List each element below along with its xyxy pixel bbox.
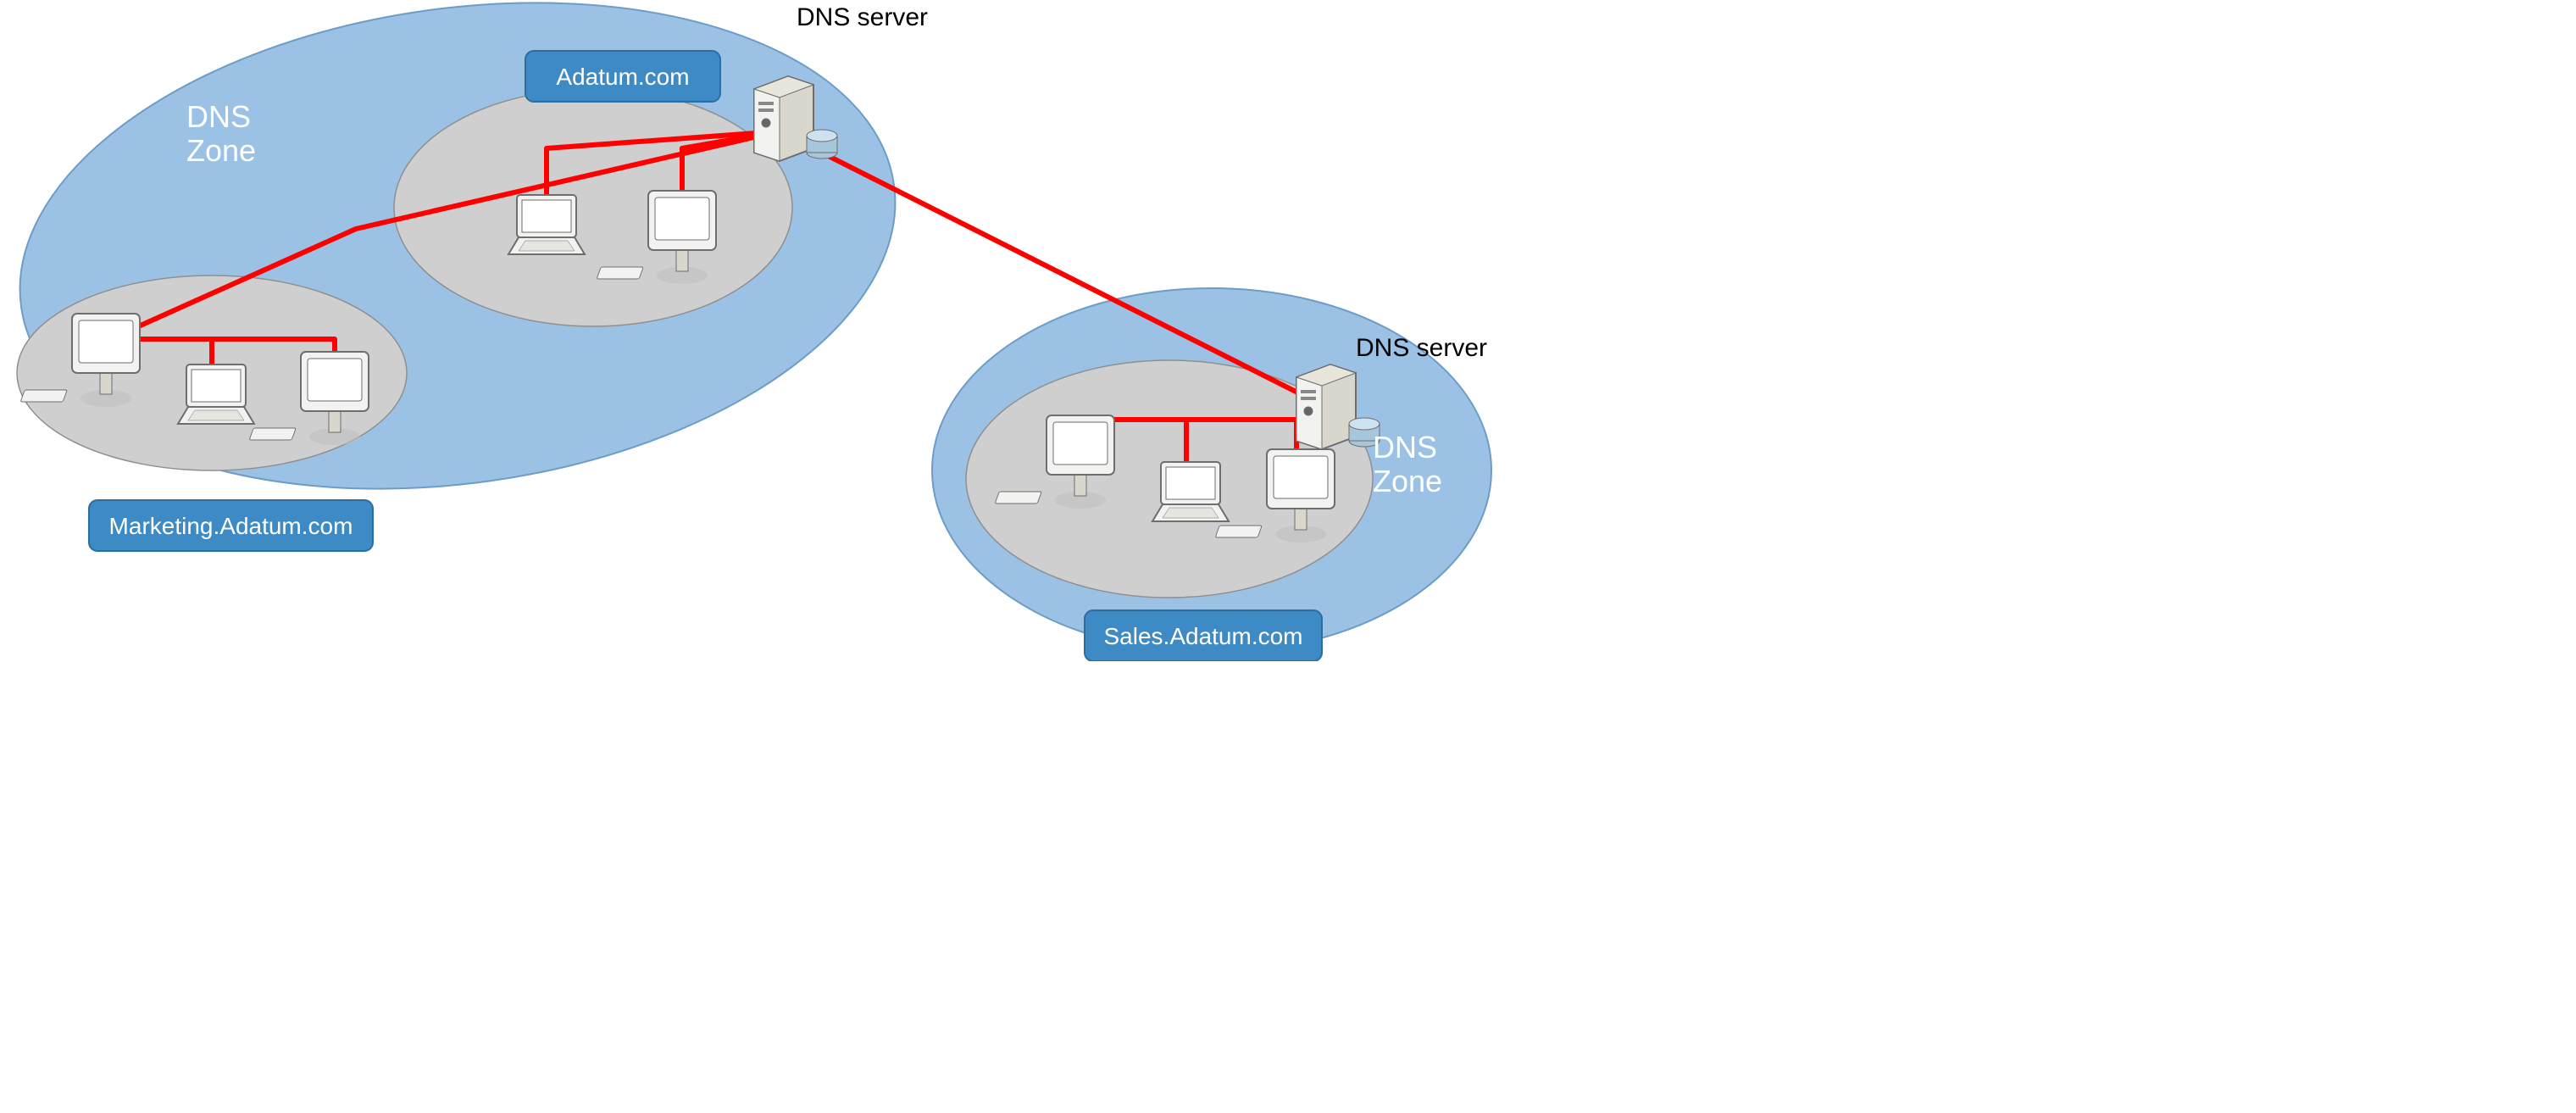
zone-right-label: DNSZone: [1373, 430, 1442, 498]
server-adatum-label: DNS server: [797, 3, 928, 31]
lap-mkt-1: [178, 365, 254, 424]
server-sales-label: DNS server: [1356, 334, 1487, 362]
box-adatum-label: Adatum.com: [556, 64, 689, 90]
zone-left-label: DNSZone: [186, 99, 256, 168]
box-marketing-label: Marketing.Adatum.com: [109, 513, 353, 539]
box-sales-label: Sales.Adatum.com: [1104, 623, 1303, 649]
dns-zone-diagram: DNS server DNS server DNSZone DNSZone Adatum…: [0, 0, 1525, 661]
lap-ad-1: [508, 195, 585, 254]
lap-sales-1: [1152, 462, 1229, 521]
